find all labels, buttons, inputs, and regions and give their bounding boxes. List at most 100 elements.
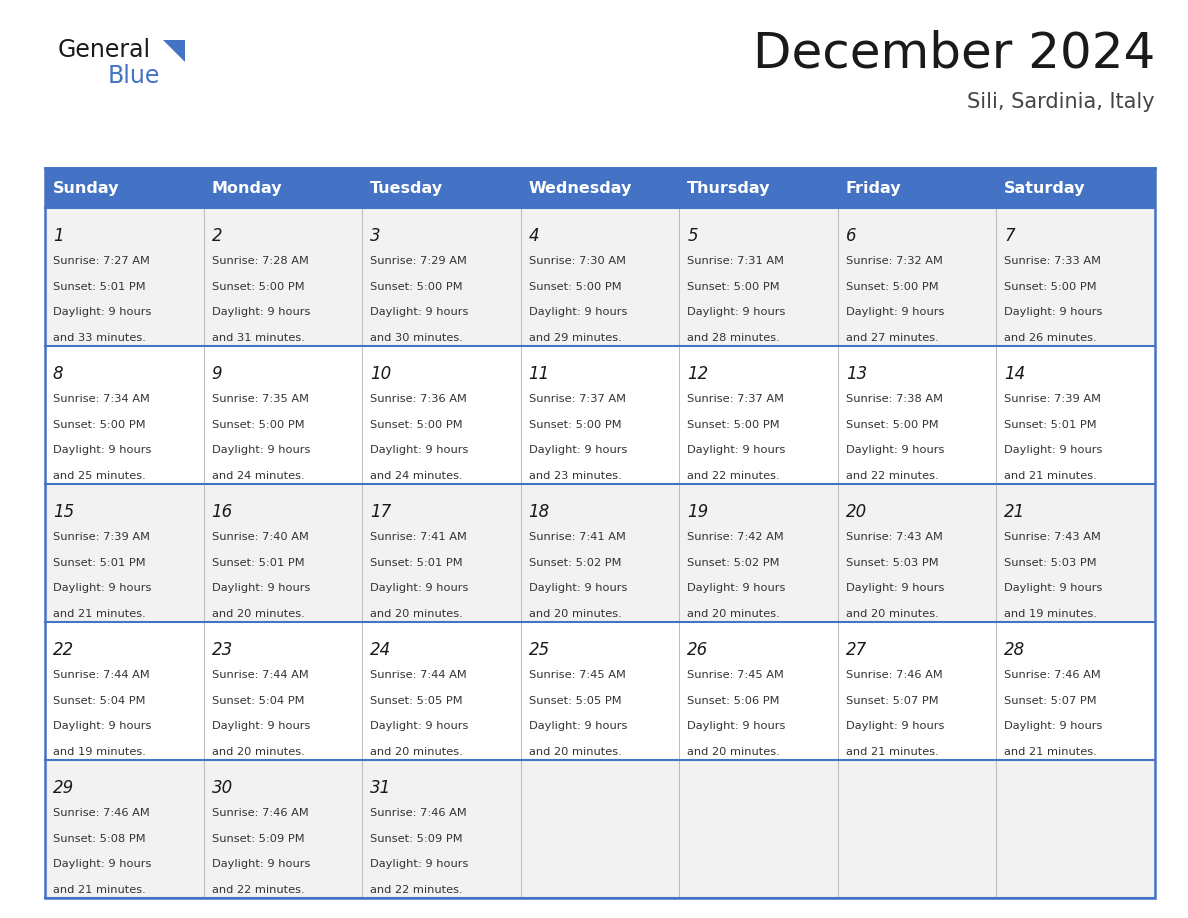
Text: and 22 minutes.: and 22 minutes.: [371, 885, 462, 895]
Text: Sunset: 5:09 PM: Sunset: 5:09 PM: [211, 834, 304, 844]
Text: Sunrise: 7:42 AM: Sunrise: 7:42 AM: [687, 532, 784, 543]
Text: Sunrise: 7:36 AM: Sunrise: 7:36 AM: [371, 395, 467, 404]
Text: Sunrise: 7:46 AM: Sunrise: 7:46 AM: [1004, 670, 1101, 680]
Text: and 33 minutes.: and 33 minutes.: [53, 333, 146, 343]
Text: Sunrise: 7:35 AM: Sunrise: 7:35 AM: [211, 395, 309, 404]
Text: Sunset: 5:01 PM: Sunset: 5:01 PM: [53, 282, 146, 292]
Text: Daylight: 9 hours: Daylight: 9 hours: [1004, 722, 1102, 732]
Text: 26: 26: [687, 642, 708, 659]
Text: Sunset: 5:07 PM: Sunset: 5:07 PM: [846, 696, 939, 706]
Text: and 21 minutes.: and 21 minutes.: [53, 885, 146, 895]
Text: 2: 2: [211, 228, 222, 245]
Text: Sunrise: 7:45 AM: Sunrise: 7:45 AM: [529, 670, 626, 680]
Text: Sunrise: 7:37 AM: Sunrise: 7:37 AM: [529, 395, 626, 404]
Text: and 20 minutes.: and 20 minutes.: [687, 609, 781, 619]
Text: 6: 6: [846, 228, 857, 245]
Text: Sunset: 5:09 PM: Sunset: 5:09 PM: [371, 834, 462, 844]
Text: Thursday: Thursday: [687, 181, 771, 196]
Text: 24: 24: [371, 642, 391, 659]
Text: Sunset: 5:04 PM: Sunset: 5:04 PM: [211, 696, 304, 706]
Text: and 30 minutes.: and 30 minutes.: [371, 333, 463, 343]
Text: 1: 1: [53, 228, 63, 245]
Text: Sunset: 5:02 PM: Sunset: 5:02 PM: [687, 558, 779, 568]
Text: 19: 19: [687, 503, 708, 521]
Text: and 22 minutes.: and 22 minutes.: [211, 885, 304, 895]
Text: and 20 minutes.: and 20 minutes.: [211, 609, 304, 619]
Text: and 25 minutes.: and 25 minutes.: [53, 471, 146, 481]
Text: Sunset: 5:05 PM: Sunset: 5:05 PM: [371, 696, 462, 706]
Text: Blue: Blue: [108, 64, 160, 88]
Text: and 28 minutes.: and 28 minutes.: [687, 333, 781, 343]
Text: Sunset: 5:01 PM: Sunset: 5:01 PM: [53, 558, 146, 568]
Text: 3: 3: [371, 228, 380, 245]
Text: Daylight: 9 hours: Daylight: 9 hours: [211, 308, 310, 318]
Text: Sunrise: 7:44 AM: Sunrise: 7:44 AM: [53, 670, 150, 680]
Text: 29: 29: [53, 779, 74, 798]
Text: and 27 minutes.: and 27 minutes.: [846, 333, 939, 343]
Text: 5: 5: [687, 228, 697, 245]
Text: Sunrise: 7:30 AM: Sunrise: 7:30 AM: [529, 256, 626, 266]
Text: Daylight: 9 hours: Daylight: 9 hours: [211, 722, 310, 732]
Text: Sunset: 5:00 PM: Sunset: 5:00 PM: [371, 420, 462, 430]
Text: Sunset: 5:00 PM: Sunset: 5:00 PM: [529, 420, 621, 430]
Text: Sunset: 5:00 PM: Sunset: 5:00 PM: [53, 420, 146, 430]
Polygon shape: [163, 40, 185, 62]
Text: and 31 minutes.: and 31 minutes.: [211, 333, 304, 343]
Text: 15: 15: [53, 503, 74, 521]
Text: Daylight: 9 hours: Daylight: 9 hours: [211, 583, 310, 593]
Text: Sunrise: 7:45 AM: Sunrise: 7:45 AM: [687, 670, 784, 680]
Text: Daylight: 9 hours: Daylight: 9 hours: [53, 445, 151, 455]
Text: 20: 20: [846, 503, 867, 521]
Text: 11: 11: [529, 365, 550, 384]
Text: Daylight: 9 hours: Daylight: 9 hours: [211, 859, 310, 869]
Text: Daylight: 9 hours: Daylight: 9 hours: [529, 722, 627, 732]
Text: and 21 minutes.: and 21 minutes.: [846, 747, 939, 756]
Text: Sunset: 5:00 PM: Sunset: 5:00 PM: [211, 420, 304, 430]
Text: Daylight: 9 hours: Daylight: 9 hours: [529, 445, 627, 455]
Text: Daylight: 9 hours: Daylight: 9 hours: [1004, 445, 1102, 455]
Text: 31: 31: [371, 779, 391, 798]
Text: Sunset: 5:03 PM: Sunset: 5:03 PM: [1004, 558, 1097, 568]
Text: Daylight: 9 hours: Daylight: 9 hours: [846, 722, 944, 732]
Text: Sunset: 5:02 PM: Sunset: 5:02 PM: [529, 558, 621, 568]
Text: Sunset: 5:08 PM: Sunset: 5:08 PM: [53, 834, 146, 844]
Text: Sunset: 5:00 PM: Sunset: 5:00 PM: [687, 420, 779, 430]
Text: Sunrise: 7:41 AM: Sunrise: 7:41 AM: [529, 532, 626, 543]
Text: Sunset: 5:01 PM: Sunset: 5:01 PM: [371, 558, 462, 568]
Text: 7: 7: [1004, 228, 1015, 245]
Text: Sunrise: 7:32 AM: Sunrise: 7:32 AM: [846, 256, 942, 266]
Text: Daylight: 9 hours: Daylight: 9 hours: [687, 583, 785, 593]
Text: 10: 10: [371, 365, 391, 384]
Text: 8: 8: [53, 365, 63, 384]
Text: and 19 minutes.: and 19 minutes.: [53, 747, 146, 756]
Text: Daylight: 9 hours: Daylight: 9 hours: [1004, 583, 1102, 593]
Text: Daylight: 9 hours: Daylight: 9 hours: [211, 445, 310, 455]
Text: 14: 14: [1004, 365, 1025, 384]
Text: and 20 minutes.: and 20 minutes.: [846, 609, 939, 619]
Text: 9: 9: [211, 365, 222, 384]
Text: and 21 minutes.: and 21 minutes.: [1004, 747, 1097, 756]
Text: 27: 27: [846, 642, 867, 659]
Text: Daylight: 9 hours: Daylight: 9 hours: [371, 445, 468, 455]
Text: Friday: Friday: [846, 181, 902, 196]
Text: Daylight: 9 hours: Daylight: 9 hours: [371, 583, 468, 593]
Bar: [45, 168, 1155, 208]
Text: Daylight: 9 hours: Daylight: 9 hours: [53, 859, 151, 869]
Text: 17: 17: [371, 503, 391, 521]
Bar: [45, 760, 1155, 898]
Text: Sunset: 5:00 PM: Sunset: 5:00 PM: [846, 420, 939, 430]
Text: Sunrise: 7:44 AM: Sunrise: 7:44 AM: [371, 670, 467, 680]
Text: Sunrise: 7:33 AM: Sunrise: 7:33 AM: [1004, 256, 1101, 266]
Text: Daylight: 9 hours: Daylight: 9 hours: [1004, 308, 1102, 318]
Text: December 2024: December 2024: [753, 30, 1155, 78]
Text: Sunset: 5:00 PM: Sunset: 5:00 PM: [1004, 282, 1097, 292]
Text: and 20 minutes.: and 20 minutes.: [371, 609, 463, 619]
Text: Sunrise: 7:41 AM: Sunrise: 7:41 AM: [371, 532, 467, 543]
Text: 30: 30: [211, 779, 233, 798]
Text: 28: 28: [1004, 642, 1025, 659]
Text: and 20 minutes.: and 20 minutes.: [371, 747, 463, 756]
Text: Sunset: 5:06 PM: Sunset: 5:06 PM: [687, 696, 779, 706]
Text: Sunset: 5:05 PM: Sunset: 5:05 PM: [529, 696, 621, 706]
Text: Daylight: 9 hours: Daylight: 9 hours: [371, 308, 468, 318]
Text: Sunrise: 7:46 AM: Sunrise: 7:46 AM: [371, 809, 467, 818]
